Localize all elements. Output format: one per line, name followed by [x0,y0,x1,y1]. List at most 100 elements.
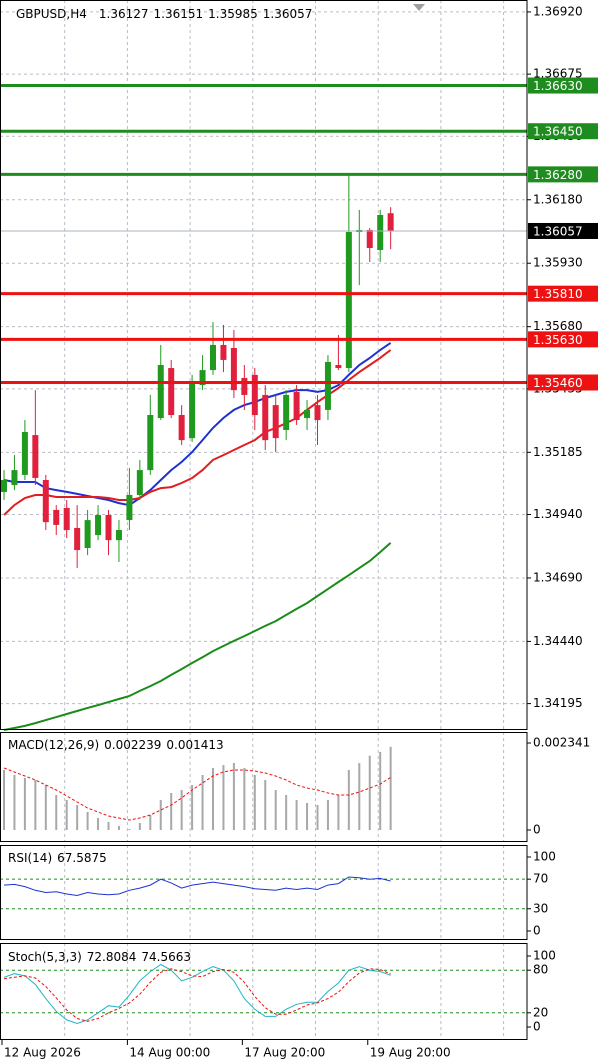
candle-body [241,377,248,395]
level-box [528,374,598,391]
y-tick-label: 80 [533,963,548,977]
y-tick-label: 1.34940 [533,507,583,521]
candle-body [335,365,342,369]
candle-body [42,479,49,523]
x-tick-label: 17 Aug 20:00 [244,1046,325,1060]
current-price-label: 1.36057 [533,224,583,238]
macd-bar [389,746,392,830]
indicator-title: MACD(12,26,9) [8,738,99,752]
level-label: 1.36450 [533,125,583,139]
level-box [528,331,598,348]
ohlc-open: 1.36127 [99,7,149,21]
candle-body [157,365,164,419]
level-label: 1.36280 [533,168,583,182]
y-tick-label: 100 [533,849,556,863]
macd-bar [13,774,16,830]
y-tick-label: 1.36675 [533,67,583,81]
candle-body [147,415,154,471]
candle-body [345,231,352,369]
indicator-header: MACD(12,26,9) 0.002239 0.001413 [8,738,224,752]
y-tick-label: 0 [533,1020,541,1034]
candle-body [105,515,112,541]
rsi-value: 67.5875 [57,851,107,865]
candle-body [262,394,269,441]
macd-bar [107,822,110,830]
level-box [528,77,598,94]
shift-marker [413,4,425,11]
level-label: 1.36630 [533,79,583,93]
macd-bar [191,784,194,830]
candle-body [63,507,70,530]
level-box [528,166,598,183]
macd-bar [243,768,246,830]
candle-body [189,383,196,439]
ohlc-high: 1.36151 [154,7,204,21]
current-price-box [528,222,598,239]
rsi-line [3,876,391,897]
macd-bar [65,800,68,830]
macd-bar [274,790,277,830]
indicator-header: Stoch(5,3,3) 72.8084 74.5663 [8,950,191,964]
y-tick-label: 1.35680 [533,319,583,333]
x-tick-label: 12 Aug 2026 [4,1046,81,1060]
symbol: GBPUSD,H4 [16,7,87,21]
macd-bar [285,794,288,830]
candle-body [178,415,185,441]
macd-bar [379,751,382,830]
y-tick-label: 30 [533,901,548,915]
candle-body [377,214,384,251]
macd-bar [86,812,89,830]
indicator-title: RSI(14) [8,851,52,865]
candle-body [168,368,175,416]
x-tick-label: 14 Aug 00:00 [129,1046,210,1060]
macd-bar [368,755,371,830]
candle-body [293,391,300,421]
macd-bar [201,774,204,830]
y-tick-label: 1.34440 [533,634,583,648]
macd-bar [295,800,298,830]
y-tick-label: 100 [533,948,556,962]
macd-bar [117,825,120,830]
level-box [528,285,598,302]
macd-bar [170,792,173,830]
macd-bar [149,814,152,830]
candle-body [324,361,331,410]
level-box [528,123,598,140]
candle-body [199,370,206,386]
y-tick-label: 1.34195 [533,696,583,710]
macd-bar [34,779,37,830]
chart-header: GBPUSD,H4 1.36127 1.36151 1.35985 1.36057 [16,7,312,21]
y-tick-label: 1.35930 [533,256,583,270]
indicator-header: RSI(14) 67.5875 [8,851,107,865]
macd-bar [138,823,141,830]
stoch-main [3,963,391,1025]
panel-frame [0,943,528,1040]
candle-body [136,470,143,495]
candle-body [74,527,81,551]
stoch-signal-value: 74.5663 [141,950,191,964]
candle-body [115,529,122,541]
ohlc-low: 1.35985 [208,7,258,21]
macd-bar [180,790,183,830]
macd-bar [212,768,214,830]
candle-body [387,213,394,231]
candle-body [251,374,258,416]
candle-body [304,409,311,419]
level-label: 1.35460 [533,376,583,390]
candle-body [126,494,133,521]
candle-body [230,347,237,391]
macd-bar [44,784,47,830]
indicator-title: Stoch(5,3,3) [8,950,82,964]
macd-bar [232,762,235,830]
macd-bar [23,778,26,830]
macd-bar [316,804,319,830]
candle-body [220,344,227,360]
candle-body [210,344,216,371]
macd-bar [347,769,350,830]
ohlc-close: 1.36057 [263,7,313,21]
signal-value: 0.001413 [166,738,223,752]
stoch-signal [3,968,391,1022]
